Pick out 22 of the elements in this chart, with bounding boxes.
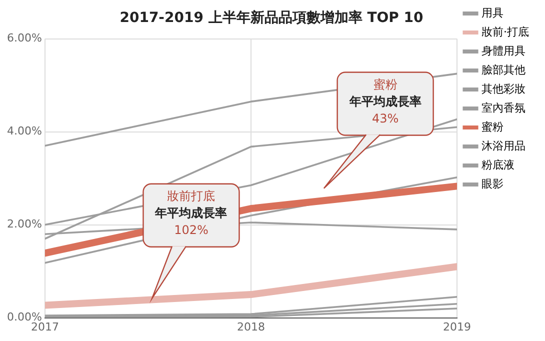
legend-label: 妝前·打底 [482,25,530,38]
annotation: 102% [174,223,208,238]
legend-label: 用具 [482,6,504,20]
legend-label: 沐浴用品 [482,139,526,152]
y-tick-label: 6.00% [6,32,42,45]
legend-label: 眼影 [482,177,504,190]
annotation: 年平均成長率 [154,206,228,220]
x-tick-label: 2019 [443,320,472,334]
annotation: 年平均成長率 [348,94,422,108]
annotation: 妝前打底 [167,189,216,204]
legend-label: 蜜粉 [482,120,504,134]
annotation: 43% [372,111,399,126]
y-tick-label: 4.00% [6,124,42,138]
x-tick-label: 2018 [236,320,265,334]
legend-label: 室內香氛 [482,101,526,114]
legend-label: 粉底液 [482,158,515,172]
chart-title: 2017-2019 上半年新品品項數增加率 TOP 10 [120,9,424,26]
legend-label: 其他彩妝 [482,82,526,96]
legend-label: 身體用具 [482,44,526,58]
y-tick-label: 2.00% [6,218,42,231]
annotation: 蜜粉 [373,77,398,92]
legend-label: 臉部其他 [482,63,526,76]
